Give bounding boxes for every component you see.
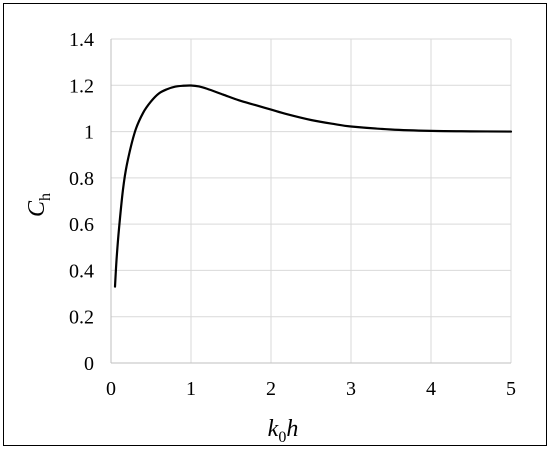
y-tick-label: 0.2 — [69, 307, 94, 329]
y-tick-label: 0.4 — [69, 260, 94, 282]
series-group — [113, 84, 513, 288]
x-tick-labels: 0 1 2 3 4 5 — [106, 378, 516, 400]
axes — [110, 39, 511, 364]
y-tick-label: 0 — [84, 353, 94, 375]
x-tick-label: 4 — [426, 378, 436, 400]
x-tick-label: 2 — [266, 378, 276, 400]
y-axis-label: Ch — [24, 193, 54, 217]
x-tick-label: 5 — [506, 378, 516, 400]
y-tick-labels: 0 0.2 0.4 0.6 0.8 1 1.2 1.4 — [69, 29, 94, 375]
y-tick-label: 1.4 — [69, 29, 94, 51]
x-tick-label: 3 — [346, 378, 356, 400]
y-tick-label: 0.6 — [69, 214, 94, 236]
y-tick-label: 1 — [84, 122, 94, 144]
y-tick-label: 0.8 — [69, 168, 94, 190]
series-line — [113, 84, 513, 288]
x-tick-label: 0 — [106, 378, 116, 400]
y-tick-label: 1.2 — [69, 75, 94, 97]
x-axis-label: k0h — [268, 416, 299, 446]
x-tick-label: 1 — [186, 378, 196, 400]
gridlines — [111, 38, 512, 363]
